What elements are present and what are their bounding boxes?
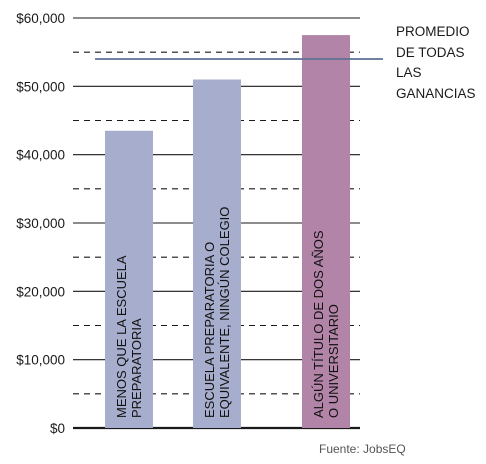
y-tick-label: $40,000 bbox=[16, 148, 65, 163]
bar-category-label: EQUIVALENTE, NINGÚN COLEGIO bbox=[217, 207, 232, 418]
bar-labels: MENOS QUE LA ESCUELA PREPARATORIA ESCUELA … bbox=[114, 207, 341, 418]
y-tick-label: $30,000 bbox=[16, 216, 65, 231]
source-note: Fuente: JobsEQ bbox=[319, 442, 406, 456]
average-label-line: LAS bbox=[396, 65, 422, 80]
y-tick-label: $50,000 bbox=[16, 79, 65, 94]
bar-category-label: MENOS QUE LA ESCUELA bbox=[114, 255, 129, 418]
bar bbox=[302, 35, 350, 428]
average-label-line: PROMEDIO bbox=[396, 24, 470, 39]
bars bbox=[105, 35, 350, 428]
average-label-line: GANANCIAS bbox=[396, 85, 476, 101]
bar-category-label: PREPARATORIA bbox=[129, 318, 144, 418]
average-label-line: DE TODAS bbox=[396, 44, 465, 60]
bar bbox=[105, 130, 153, 428]
y-tick-label: $60,000 bbox=[16, 11, 65, 26]
y-tick-label: $20,000 bbox=[16, 284, 65, 299]
y-tick-label: $0 bbox=[50, 421, 65, 436]
bar-category-label: O UNIVERSITARIO bbox=[326, 304, 341, 418]
bar-category-label: ESCUELA PREPARATORIA O bbox=[202, 242, 217, 418]
bar bbox=[193, 79, 241, 428]
y-tick-label: $10,000 bbox=[16, 353, 65, 368]
bar-category-label: ALGÚN TÍTULO DE DOS AÑOS bbox=[311, 230, 326, 418]
y-axis-tick-labels: $0 $10,000 $20,000 $30,000 $40,000 $50,000 $60… bbox=[16, 11, 65, 436]
average-line-label: PROMEDIO DE TODAS LAS GANANCIAS bbox=[396, 22, 486, 104]
